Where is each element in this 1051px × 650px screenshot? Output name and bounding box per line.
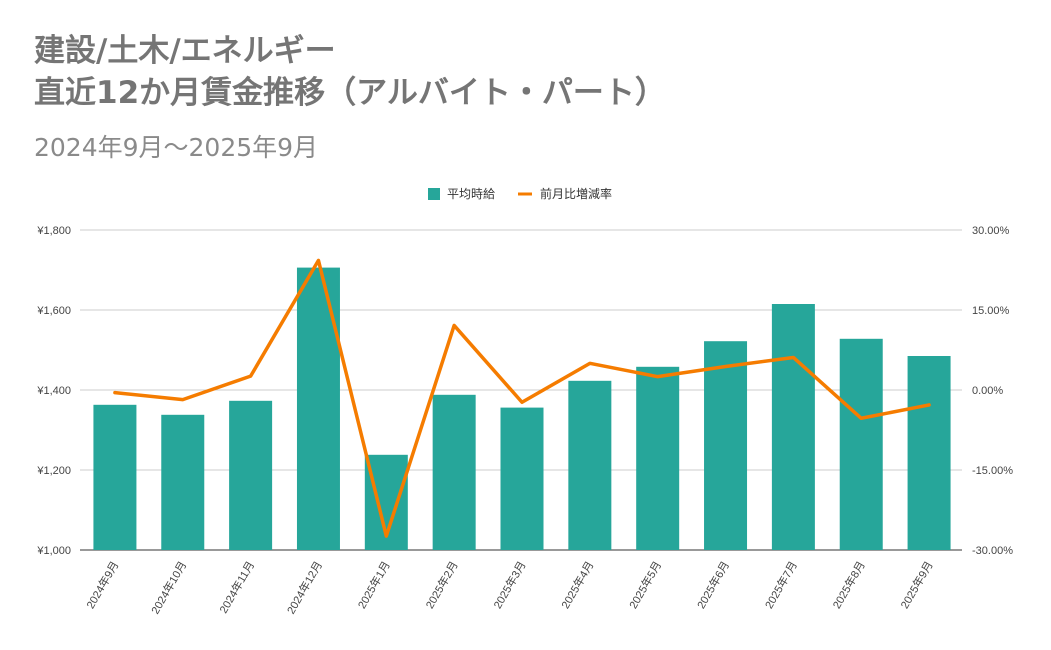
- y-left-tick-label: ¥1,200: [36, 465, 71, 477]
- x-tick-label: 2024年10月: [148, 559, 189, 617]
- legend: 平均時給 前月比増減率: [428, 186, 612, 201]
- y-right-tick-label: 0.00%: [972, 385, 1003, 397]
- chart-title-line2: 直近12か月賃金推移（アルバイト・パート）: [34, 75, 666, 111]
- y-right-tick-label: 15.00%: [972, 305, 1010, 317]
- y-left-tick-label: ¥1,600: [36, 305, 71, 317]
- x-tick-label: 2024年11月: [216, 559, 257, 616]
- x-tick-label: 2025年1月: [354, 559, 392, 612]
- bar: [93, 404, 137, 550]
- x-tick-label: 2025年8月: [829, 559, 867, 612]
- x-tick-label: 2025年5月: [626, 559, 664, 612]
- x-tick-label: 2025年7月: [762, 559, 800, 612]
- y-left-tick-label: ¥1,000: [36, 545, 71, 557]
- legend-label-line: 前月比増減率: [540, 186, 612, 201]
- chart-title: 建設/土木/エネルギー 直近12か月賃金推移（アルバイト・パート）: [34, 30, 666, 114]
- left-axis: ¥1,000 ¥1,200 ¥1,400 ¥1,600 ¥1,800: [36, 225, 71, 557]
- y-right-tick-label: 30.00%: [972, 225, 1010, 237]
- x-tick-label: 2025年2月: [422, 559, 460, 612]
- x-tick-label: 2025年3月: [490, 559, 528, 612]
- bar: [907, 356, 951, 550]
- y-right-tick-label: -30.00%: [972, 545, 1013, 557]
- bar: [636, 366, 680, 550]
- y-left-tick-label: ¥1,400: [36, 385, 71, 397]
- bar: [568, 380, 612, 550]
- legend-swatch-bar: [428, 188, 440, 200]
- bar-series: [93, 267, 951, 550]
- x-tick-label: 2024年9月: [83, 559, 121, 612]
- chart-subtitle: 2024年9月～2025年9月: [34, 133, 319, 162]
- x-tick-label: 2024年12月: [284, 559, 325, 617]
- x-tick-label: 2025年4月: [558, 559, 596, 612]
- chart-title-line1: 建設/土木/エネルギー: [34, 33, 336, 69]
- bar: [229, 400, 273, 550]
- line-series: [113, 258, 931, 538]
- line-series-path: [113, 258, 931, 538]
- x-tick-label: 2025年6月: [694, 559, 732, 612]
- right-axis: -30.00% -15.00% 0.00% 15.00% 30.00%: [972, 225, 1013, 557]
- bar: [771, 304, 815, 550]
- y-left-tick-label: ¥1,800: [36, 225, 71, 237]
- bar: [296, 267, 340, 550]
- legend-label-bar: 平均時給: [447, 187, 495, 201]
- x-tick-label: 2025年9月: [897, 559, 935, 612]
- bar: [432, 394, 476, 550]
- bar: [500, 407, 544, 550]
- bar: [161, 414, 205, 550]
- x-axis: 2024年9月 2024年10月 2024年11月 2024年12月 2025年1月 20…: [83, 559, 936, 617]
- bar: [839, 338, 883, 550]
- gridlines: [80, 229, 962, 551]
- y-right-tick-label: -15.00%: [972, 465, 1013, 477]
- bar: [704, 341, 748, 550]
